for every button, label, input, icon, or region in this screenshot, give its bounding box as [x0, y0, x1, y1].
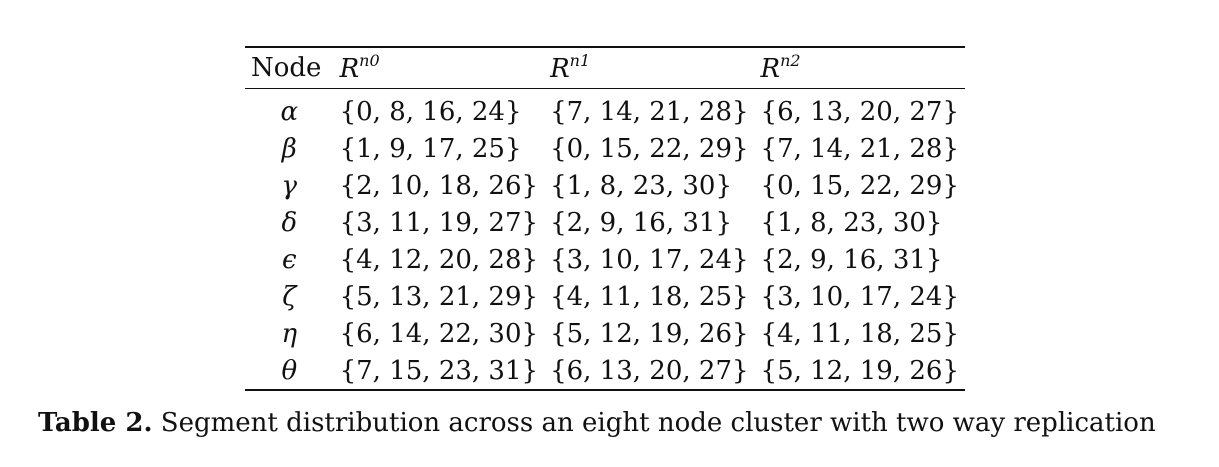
caption-text: Segment distribution across an eight nod… [160, 408, 1156, 438]
table-row: η {6, 14, 22, 30} {5, 12, 19, 26} {4, 11… [245, 315, 965, 352]
header-node: Node [251, 52, 322, 83]
header-replica-0: Rn0 [334, 47, 544, 89]
replica-0-cell: {5, 13, 21, 29} [339, 281, 539, 312]
table-row: γ {2, 10, 18, 26} {1, 8, 23, 30} {0, 15,… [245, 167, 965, 204]
replica-0-cell: {6, 14, 22, 30} [339, 318, 539, 349]
header-replica-2-base: R [760, 54, 781, 84]
table-row: β {1, 9, 17, 25} {0, 15, 22, 29} {7, 14,… [245, 130, 965, 167]
header-replica-2: Rn2 [755, 47, 965, 89]
node-cell: β [281, 133, 297, 164]
replica-0-cell: {4, 12, 20, 28} [339, 244, 539, 275]
node-cell: ζ [282, 281, 297, 312]
replica-2-cell: {0, 15, 22, 29} [760, 170, 959, 201]
table-row: α {0, 8, 16, 24} {7, 14, 21, 28} {6, 13,… [245, 89, 965, 131]
replica-0-cell: {1, 9, 17, 25} [339, 133, 522, 164]
replica-2-cell: {1, 8, 23, 30} [760, 207, 943, 238]
node-cell: δ [281, 207, 298, 238]
segment-distribution-table: Node Rn0 Rn1 Rn2 α {0, 8, 16, 24} {7, 14… [245, 46, 965, 391]
replica-1-cell: {2, 9, 16, 31} [550, 207, 732, 238]
table-row: ϵ {4, 12, 20, 28} {3, 10, 17, 24} {2, 9,… [245, 241, 965, 278]
replica-1-cell: {1, 8, 23, 30} [550, 170, 732, 201]
header-replica-2-sup: n2 [780, 51, 801, 70]
replica-0-cell: {3, 11, 19, 27} [339, 207, 539, 238]
replica-2-cell: {4, 11, 18, 25} [760, 318, 959, 349]
node-cell: η [281, 318, 298, 349]
replica-1-cell: {6, 13, 20, 27} [550, 355, 749, 386]
node-cell: ϵ [282, 244, 297, 275]
node-cell: γ [281, 170, 298, 201]
replica-1-cell: {7, 14, 21, 28} [550, 96, 749, 127]
replica-1-cell: {3, 10, 17, 24} [550, 244, 749, 275]
replica-2-cell: {7, 14, 21, 28} [760, 133, 959, 164]
replica-0-cell: {7, 15, 23, 31} [339, 355, 539, 386]
header-replica-1-sup: n1 [569, 51, 591, 70]
replica-0-cell: {2, 10, 18, 26} [339, 170, 539, 201]
table-body: α {0, 8, 16, 24} {7, 14, 21, 28} {6, 13,… [245, 89, 965, 390]
segment-distribution-table-container: Node Rn0 Rn1 Rn2 α {0, 8, 16, 24} {7, 14… [245, 46, 965, 391]
header-replica-0-sup: n0 [359, 51, 380, 70]
node-cell: α [280, 96, 299, 127]
header-replica-1: Rn1 [544, 47, 754, 89]
table-row: θ {7, 15, 23, 31} {6, 13, 20, 27} {5, 12… [245, 352, 965, 390]
replica-1-cell: {5, 12, 19, 26} [550, 318, 749, 349]
replica-2-cell: {2, 9, 16, 31} [760, 244, 943, 275]
table-caption: Table 2. Segment distribution across an … [38, 408, 1198, 438]
table-row: δ {3, 11, 19, 27} {2, 9, 16, 31} {1, 8, … [245, 204, 965, 241]
replica-0-cell: {0, 8, 16, 24} [339, 96, 522, 127]
header-replica-1-base: R [550, 54, 570, 84]
replica-2-cell: {6, 13, 20, 27} [760, 96, 959, 127]
replica-1-cell: {4, 11, 18, 25} [550, 281, 749, 312]
table-header: Node Rn0 Rn1 Rn2 [245, 47, 965, 89]
header-replica-0-base: R [339, 54, 360, 84]
replica-2-cell: {3, 10, 17, 24} [760, 281, 959, 312]
replica-1-cell: {0, 15, 22, 29} [550, 133, 749, 164]
table-row: ζ {5, 13, 21, 29} {4, 11, 18, 25} {3, 10… [245, 278, 965, 315]
caption-label: Table 2. [38, 408, 153, 438]
node-cell: θ [281, 355, 298, 386]
header-row: Node Rn0 Rn1 Rn2 [245, 47, 965, 89]
replica-2-cell: {5, 12, 19, 26} [760, 355, 959, 386]
